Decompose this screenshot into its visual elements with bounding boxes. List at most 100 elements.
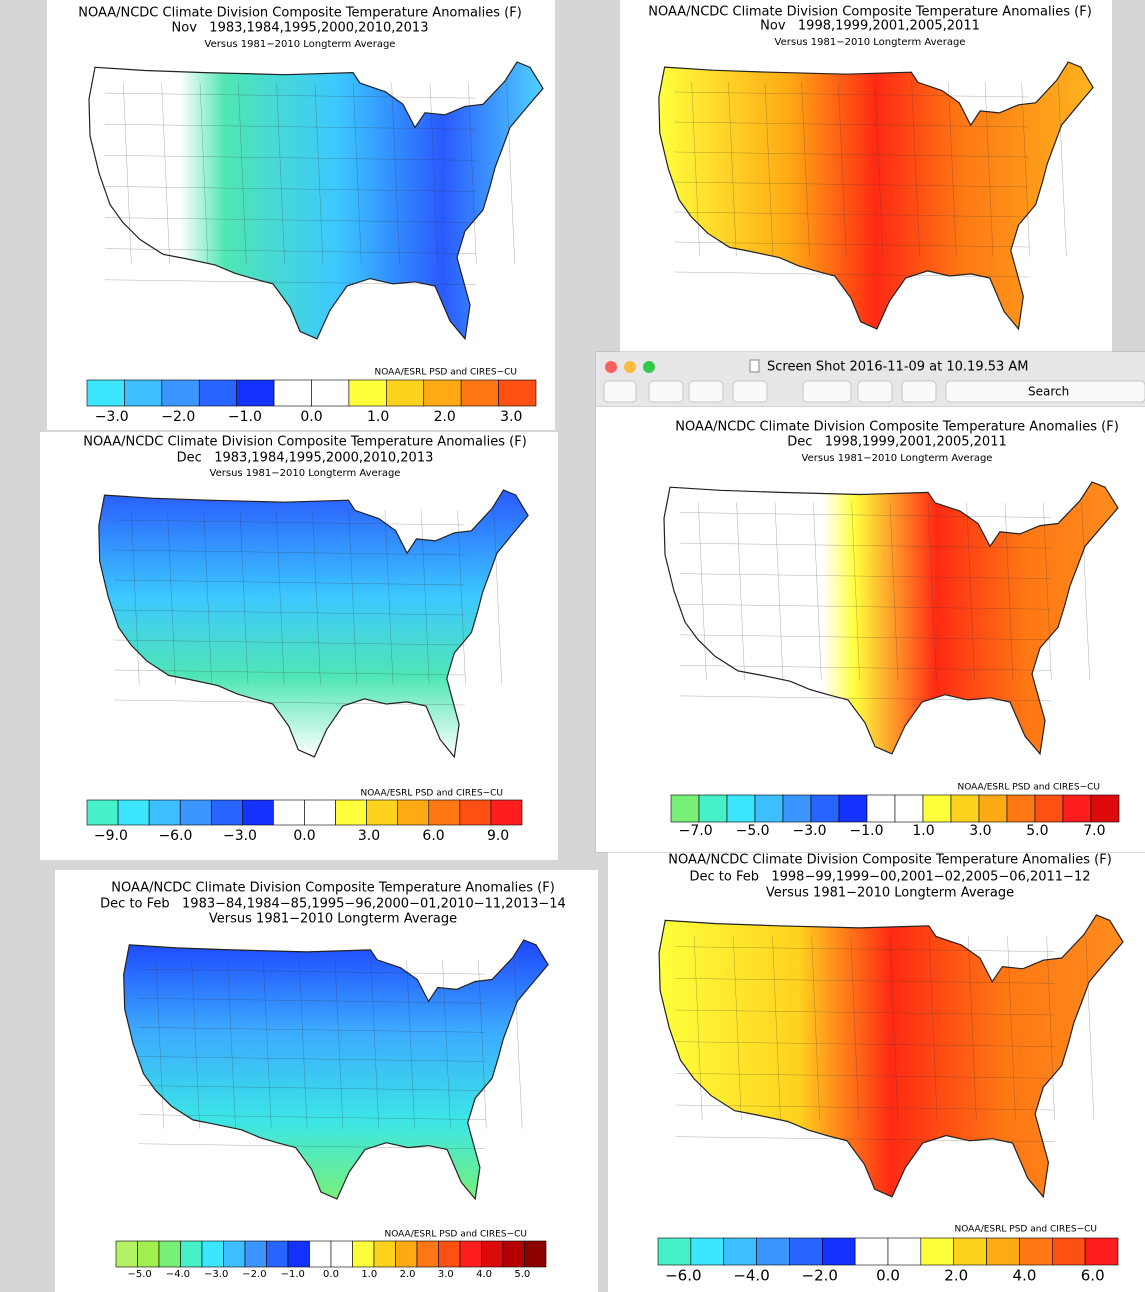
division-line [131, 510, 140, 685]
division-line [728, 82, 737, 257]
panel-subtitle: Dec 1998,1999,2001,2005,2011 [787, 435, 1007, 450]
panel-title: NOAA/NCDC Climate Division Composite Tem… [668, 853, 1112, 868]
colorbar-box [304, 799, 336, 826]
toolbar-button[interactable] [901, 380, 937, 403]
division-line [457, 510, 466, 685]
colorbar-label: 3.0 [438, 1269, 454, 1280]
division-line [813, 502, 822, 681]
toolbar-button[interactable] [648, 380, 684, 403]
division-line [968, 936, 977, 1121]
colorbar-box [366, 799, 399, 826]
division-line [276, 83, 285, 264]
colorbar-label: 2.0 [944, 1267, 968, 1285]
toolbar-button[interactable] [802, 380, 852, 403]
colorbar-box [117, 799, 150, 826]
colorbar-label: 1.0 [367, 409, 389, 425]
division-line [239, 510, 249, 685]
division-line [675, 1009, 1055, 1016]
division-line [838, 82, 847, 257]
window-button[interactable] [643, 361, 655, 373]
division-line [1007, 936, 1016, 1121]
panel-subtitle: Nov 1983,1984,1995,2000,2010,2013 [172, 21, 429, 36]
panel-title: NOAA/NCDC Climate Division Composite Tem… [111, 881, 555, 896]
division-line [675, 1073, 1055, 1079]
panel-baseline: Versus 1981−2010 Longterm Average [766, 886, 1014, 901]
division-line [675, 978, 1055, 984]
division-line [772, 936, 781, 1121]
colorbar-label: −3.0 [223, 828, 257, 844]
division-line [104, 217, 477, 223]
colorbar-label: −5.0 [736, 823, 770, 839]
colorbar-box [223, 1240, 246, 1268]
colorbar-box [1090, 794, 1120, 823]
division-line [478, 959, 487, 1129]
division-line [113, 609, 465, 616]
division-line [675, 1041, 1055, 1047]
credit: NOAA/ESRL PSD and CIRES−CU [360, 789, 503, 799]
division-line [774, 502, 784, 681]
division-line [370, 959, 380, 1129]
division-line [442, 959, 451, 1129]
colorbar-box [524, 1240, 547, 1268]
us-map [88, 61, 544, 341]
colorbar-label: −2.0 [161, 409, 195, 425]
division-line [1081, 502, 1090, 681]
division-line [851, 502, 860, 681]
division-line [227, 959, 236, 1129]
colorbar-label: −3.0 [204, 1269, 228, 1280]
colorbar-box [1062, 794, 1092, 823]
colorbar-box [161, 379, 200, 407]
colorbar-label: 6.0 [422, 828, 444, 844]
colorbar-box [723, 1237, 757, 1266]
division-line [429, 83, 439, 264]
panel-subtitle: Dec to Feb 1983−84,1984−85,1995−96,2000−… [100, 897, 566, 912]
division-line [113, 549, 465, 556]
division-line [104, 248, 477, 254]
colorbar-box [244, 1240, 267, 1268]
colorbar-box [782, 794, 812, 823]
colorbar-box [459, 1240, 482, 1268]
toolbar-button[interactable] [732, 380, 768, 403]
us-map [658, 61, 1094, 331]
panel-subtitle: Dec to Feb 1998−99,1999−00,2001−02,2005−… [689, 870, 1090, 885]
colorbar-label: −1.0 [850, 823, 884, 839]
division-line [203, 510, 212, 685]
colorbar-label: 3.0 [500, 409, 522, 425]
colorbar-box [273, 379, 312, 407]
toolbar-button[interactable] [688, 380, 724, 403]
colorbar-box [866, 794, 896, 823]
panel-title: NOAA/NCDC Climate Division Composite Tem… [648, 5, 1092, 20]
colorbar-box [373, 1240, 396, 1268]
colorbar-box [242, 799, 274, 826]
division-line [104, 92, 477, 99]
colorbar-box [137, 1240, 160, 1268]
colorbar-label: 3.0 [969, 823, 991, 839]
credit: NOAA/ESRL PSD and CIRES−CU [374, 368, 517, 378]
colorbar-box [423, 379, 462, 407]
colorbar-label: −3.0 [95, 409, 129, 425]
search-field[interactable] [945, 380, 1145, 403]
colorbar-box [309, 1240, 332, 1268]
division-line [674, 151, 1030, 158]
division-line [353, 83, 362, 264]
division-line [679, 665, 1052, 671]
colorbar-label: 0.0 [876, 1267, 900, 1285]
colorbar-box [670, 794, 700, 823]
colorbar-box [950, 794, 980, 823]
colorbar-box [894, 794, 924, 823]
toolbar-button[interactable] [857, 380, 893, 403]
colorbar-label: −6.0 [158, 828, 192, 844]
window-button[interactable] [605, 361, 617, 373]
colorbar-box [201, 1240, 224, 1268]
toolbar-button[interactable] [603, 380, 637, 403]
colorbar-label: −4.0 [733, 1267, 769, 1285]
division-line [312, 510, 321, 685]
division-line [104, 279, 477, 285]
division-line [113, 669, 465, 676]
division-line [679, 512, 1052, 518]
division-line [698, 502, 707, 681]
window-button[interactable] [624, 361, 636, 373]
division-line [801, 82, 810, 257]
division-line [155, 959, 165, 1129]
